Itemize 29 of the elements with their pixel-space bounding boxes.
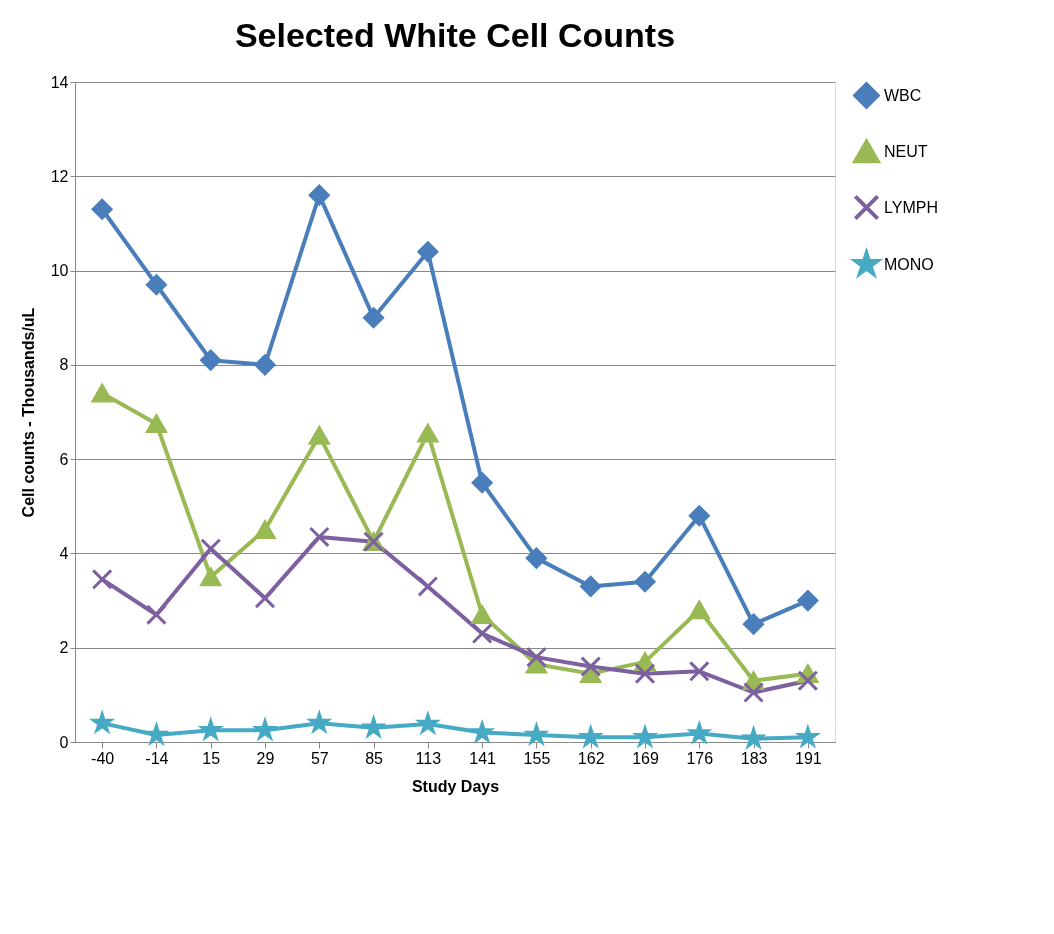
x-axis-title: Study Days bbox=[411, 777, 500, 795]
x-tick-label: 191 bbox=[795, 749, 822, 767]
y-tick-label: 10 bbox=[50, 262, 69, 280]
legend-label: MONO bbox=[884, 255, 934, 273]
y-tick-label: 14 bbox=[50, 73, 69, 91]
x-tick-label: 85 bbox=[365, 749, 384, 767]
x-tick-label: 155 bbox=[523, 749, 551, 767]
y-tick-label: 2 bbox=[59, 639, 69, 657]
x-tick-label: -40 bbox=[91, 749, 115, 767]
x-tick-label: 15 bbox=[202, 749, 221, 767]
x-tick-label: 176 bbox=[686, 749, 714, 767]
legend-label: NEUT bbox=[884, 142, 928, 160]
x-tick-label: 169 bbox=[632, 749, 659, 767]
y-tick-label: 0 bbox=[59, 733, 69, 751]
x-tick-label: 183 bbox=[740, 749, 768, 767]
x-tick-label: 29 bbox=[256, 749, 275, 767]
y-tick-label: 8 bbox=[59, 356, 69, 374]
y-tick-label: 12 bbox=[50, 167, 69, 185]
x-tick-label: -14 bbox=[145, 749, 169, 767]
legend-label: LYMPH bbox=[884, 198, 938, 216]
y-tick-label: 4 bbox=[59, 544, 69, 562]
y-axis-title: Cell counts - Thousands/uL bbox=[19, 307, 37, 518]
legend-label: WBC bbox=[884, 86, 922, 104]
chart-title: Selected White Cell Counts bbox=[234, 16, 676, 54]
x-tick-label: 141 bbox=[469, 749, 497, 767]
x-tick-label: 113 bbox=[415, 749, 442, 767]
x-tick-label: 57 bbox=[310, 749, 329, 767]
x-tick-label: 162 bbox=[577, 749, 605, 767]
y-tick-label: 6 bbox=[59, 450, 69, 468]
